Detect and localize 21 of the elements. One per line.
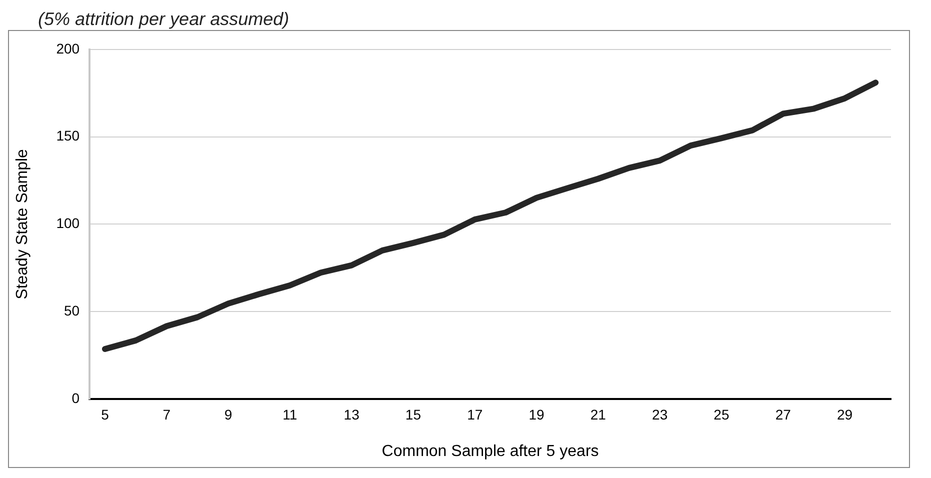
y-tick-label: 50 [64,302,80,318]
y-tick-label: 200 [56,40,80,56]
x-tick-label: 21 [590,406,606,422]
y-axis-title: Steady State Sample [14,148,32,300]
x-tick-label: 27 [775,406,792,422]
x-tick-label: 5 [101,406,110,422]
x-tick-label: 19 [528,406,545,422]
y-tick-label: 150 [56,128,80,144]
y-tick-label: 100 [56,215,80,232]
x-tick-label: 17 [467,406,483,422]
x-tick-label: 15 [405,406,422,422]
x-tick-label: 9 [224,406,232,422]
chart-subtitle: (5% attrition per year assumed) [37,8,290,30]
x-tick-label: 29 [836,406,853,422]
x-tick-label: 11 [282,406,298,422]
y-tick-label: 0 [72,390,80,406]
x-tick-label: 23 [652,406,668,422]
x-tick-label: 7 [162,406,171,422]
x-axis-title: Common Sample after 5 years [382,442,599,460]
x-tick-label: 13 [344,406,360,422]
x-tick-label: 25 [714,406,730,422]
